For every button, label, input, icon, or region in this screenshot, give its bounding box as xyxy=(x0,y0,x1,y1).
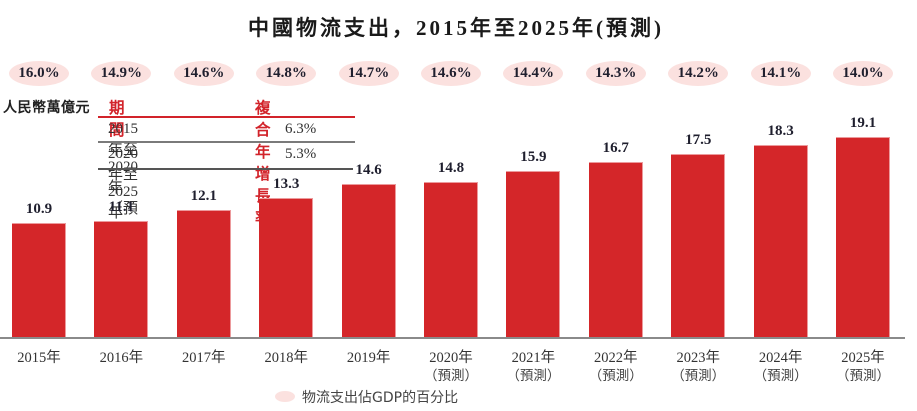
gdp-share-label: 16.0% xyxy=(18,64,60,81)
gdp-share-oval: 14.0% xyxy=(833,60,893,86)
gdp-share-label: 14.7% xyxy=(347,64,390,81)
x-tick-sublabel-forecast: （預測） xyxy=(424,368,478,384)
bar xyxy=(341,184,396,337)
chart-title: 中國物流支出，2015年至2025年(預測) xyxy=(248,16,664,40)
gdp-share-oval: 14.3% xyxy=(585,60,646,86)
gdp-share-oval: 14.2% xyxy=(668,60,729,86)
cagr-header-rule xyxy=(98,116,355,118)
x-axis-line xyxy=(0,337,905,339)
gdp-share-oval: 14.1% xyxy=(750,60,811,86)
bar-value-label: 13.3 xyxy=(273,175,300,192)
bar xyxy=(176,210,231,337)
legend-swatch-gdp-share xyxy=(275,391,295,402)
x-tick-label: 2025年 xyxy=(841,350,885,366)
x-tick-label: 2020年 xyxy=(429,350,473,366)
y-axis-unit-label: 人民幣萬億元 xyxy=(3,100,90,116)
gdp-share-oval: 14.8% xyxy=(256,60,317,86)
x-tick-label: 2023年 xyxy=(676,350,720,366)
x-tick-label: 2019年 xyxy=(346,350,391,366)
gdp-share-label: 14.0% xyxy=(842,64,884,81)
bar-value-label: 11.1 xyxy=(108,198,135,215)
gdp-share-oval: 14.6% xyxy=(173,60,234,86)
x-tick-sublabel-forecast: （預測） xyxy=(588,368,643,384)
x-tick-label: 2017年 xyxy=(182,350,226,366)
bar xyxy=(506,170,561,337)
x-tick-sublabel-forecast: （預測） xyxy=(506,368,561,384)
bar xyxy=(588,162,643,337)
x-tick-sublabel-forecast: （預測） xyxy=(671,368,726,384)
gdp-share-oval: 14.9% xyxy=(91,60,152,86)
bar xyxy=(671,153,726,337)
gdp-share-label: 14.2% xyxy=(677,64,719,81)
cagr-row-rate: 6.3% xyxy=(285,121,317,137)
bar-value-label: 15.9 xyxy=(520,148,547,165)
x-tick-label: 2018年 xyxy=(264,350,308,366)
x-tick-label: 2022年 xyxy=(594,350,638,366)
gdp-share-label: 14.1% xyxy=(759,64,802,81)
bar-value-label: 14.6 xyxy=(355,162,382,179)
gdp-share-oval: 14.4% xyxy=(503,60,564,86)
bar-value-label: 17.5 xyxy=(685,131,712,148)
cagr-row-divider xyxy=(98,141,355,143)
bar-value-label: 12.1 xyxy=(190,188,217,205)
bar-value-label: 18.3 xyxy=(767,123,794,140)
cagr-table-bottom-rule xyxy=(98,168,353,170)
gdp-share-oval: 14.6% xyxy=(421,60,481,86)
bar-value-label: 10.9 xyxy=(25,200,53,217)
x-tick-sublabel-forecast: （預測） xyxy=(836,368,890,384)
cagr-row-rate: 5.3% xyxy=(285,146,317,162)
bar-value-label: 14.8 xyxy=(437,160,465,177)
x-tick-label: 2024年 xyxy=(758,350,803,366)
bar-value-label: 19.1 xyxy=(849,115,877,131)
gdp-share-oval: 14.7% xyxy=(338,60,399,86)
gdp-share-oval: 16.0% xyxy=(9,60,69,86)
gdp-share-label: 14.6% xyxy=(183,64,225,81)
gdp-share-label: 14.9% xyxy=(100,64,143,81)
bar xyxy=(424,182,478,337)
gdp-share-label: 14.6% xyxy=(430,64,472,81)
gdp-share-label: 14.4% xyxy=(512,64,555,81)
cagr-header-period: 期間 xyxy=(109,99,126,139)
x-tick-label: 2016年 xyxy=(99,350,144,366)
bar-value-label: 16.7 xyxy=(602,140,629,157)
bar xyxy=(12,222,66,337)
bar xyxy=(94,220,149,337)
gdp-share-label: 14.8% xyxy=(265,64,307,81)
legend-label-gdp-share: 物流支出佔GDP的百分比 xyxy=(302,390,459,406)
x-tick-label: 2015年 xyxy=(17,350,61,366)
bar xyxy=(836,137,890,337)
bar xyxy=(259,197,314,337)
x-tick-sublabel-forecast: （預測） xyxy=(753,368,808,384)
x-tick-label: 2021年 xyxy=(511,350,556,366)
gdp-share-label: 14.3% xyxy=(595,64,637,81)
bar xyxy=(753,145,808,337)
